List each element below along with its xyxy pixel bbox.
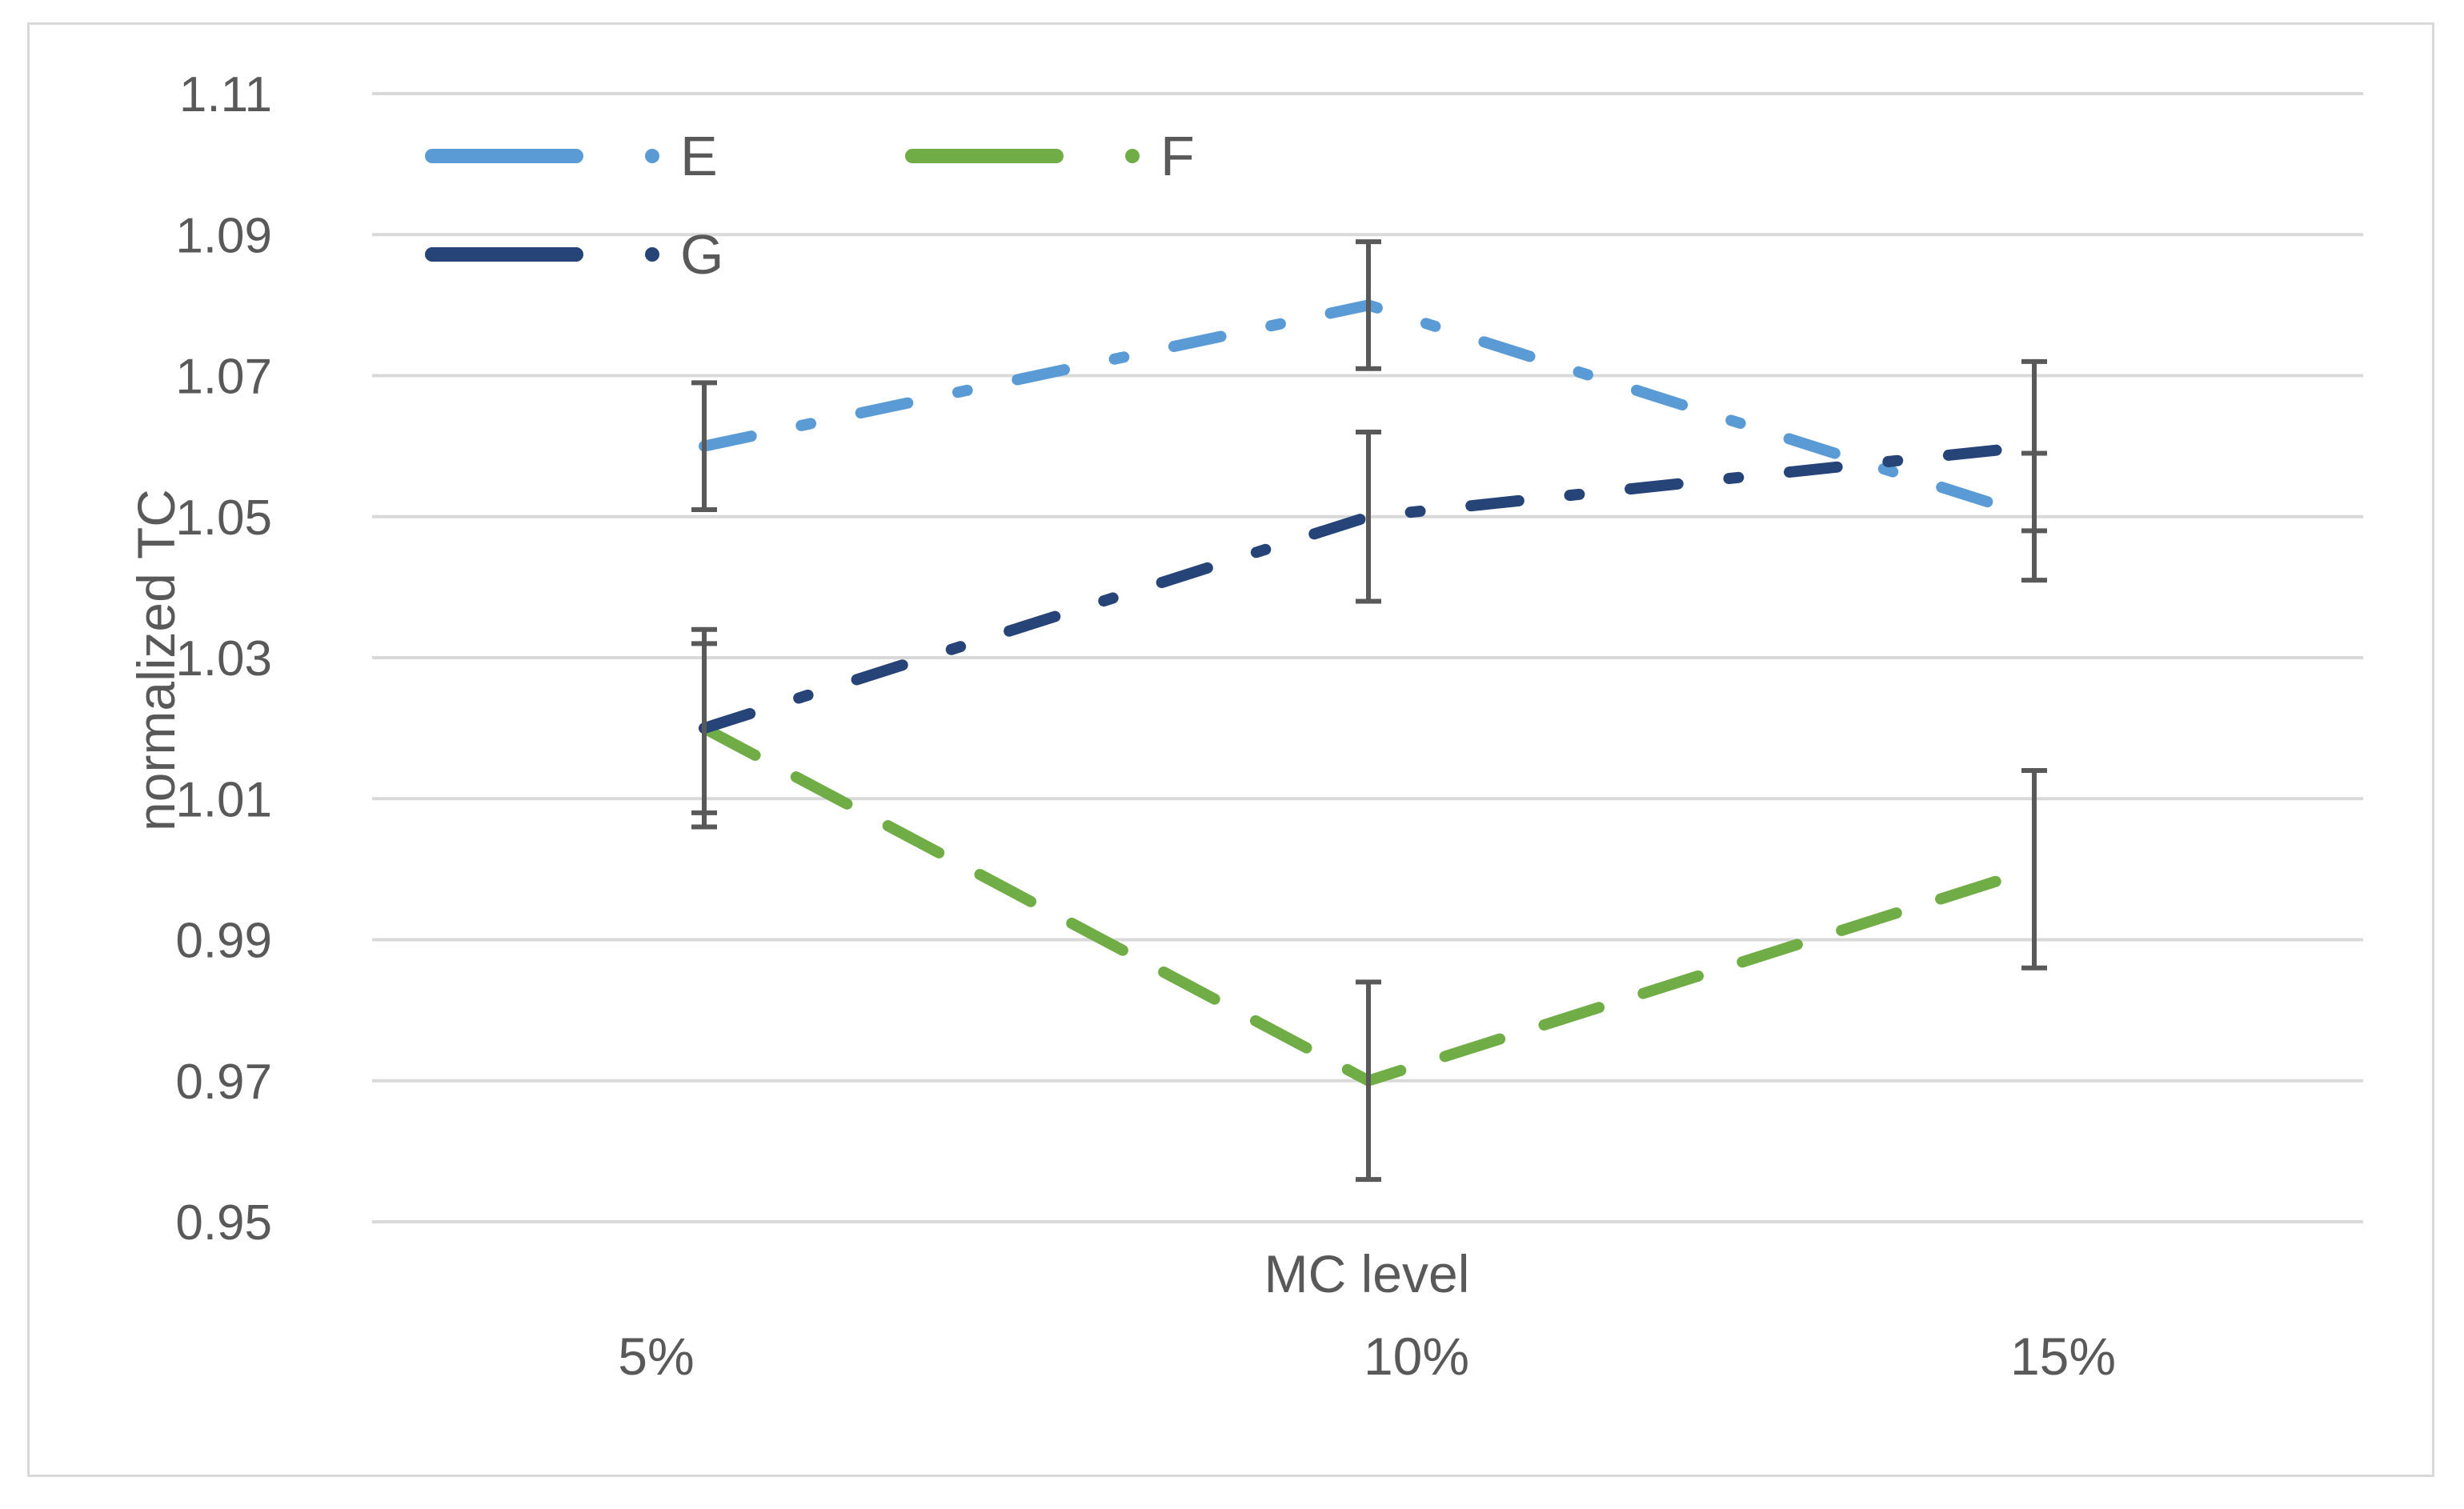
x-axis-title: MC level <box>1264 1244 1470 1303</box>
x-tick-labels: 5% 10% 15% <box>618 1327 2116 1386</box>
y-tick-label: 1.03 <box>175 631 272 686</box>
series-line-G <box>699 440 2040 734</box>
y-tick-labels: 0.95 0.97 0.99 1.01 1.03 1.05 1.07 1.09 1.11 <box>175 67 272 1251</box>
x-tick-label: 5% <box>618 1327 694 1386</box>
legend: E F G <box>408 120 1232 286</box>
legend-marker-E <box>645 149 659 163</box>
y-tick-label: 0.95 <box>175 1195 272 1251</box>
chart-frame <box>27 22 2434 1477</box>
legend-label-F: F <box>1160 125 1195 187</box>
y-tick-label: 1.11 <box>179 67 272 122</box>
y-tick-label: 0.97 <box>175 1055 272 1110</box>
legend-label-E: E <box>680 125 718 187</box>
y-axis-title: normalized TC <box>126 489 186 831</box>
y-tick-label: 0.99 <box>175 914 272 969</box>
legend-background <box>408 120 1232 232</box>
series-layer <box>699 299 2040 1087</box>
y-tick-label: 1.05 <box>175 490 272 546</box>
y-tick-label: 1.01 <box>175 772 272 827</box>
x-tick-label: 10% <box>1364 1327 1469 1386</box>
legend-marker-F <box>1125 149 1140 163</box>
error-bar-layer <box>691 239 2047 1183</box>
x-tick-label: 15% <box>2010 1327 2116 1386</box>
y-tick-label: 1.09 <box>175 208 272 263</box>
legend-marker-G <box>645 247 659 262</box>
legend-label-G: G <box>680 223 723 286</box>
y-tick-label: 1.07 <box>175 350 272 405</box>
